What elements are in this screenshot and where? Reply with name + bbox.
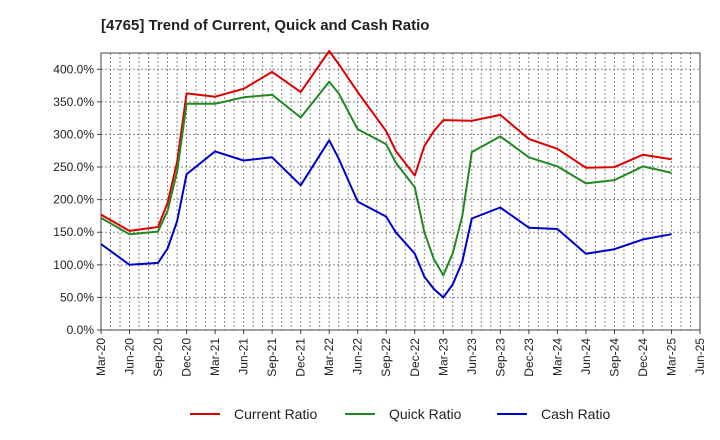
y-tick-label: 200.0% <box>53 193 94 207</box>
y-tick-label: 250.0% <box>53 160 94 174</box>
x-tick-label: Jun-20 <box>123 338 137 375</box>
x-tick-label: Dec-20 <box>180 338 194 377</box>
y-tick-label: 100.0% <box>53 258 94 272</box>
x-tick-label: Jun-22 <box>351 338 365 375</box>
x-tick-label: Jun-25 <box>693 338 707 375</box>
legend: Current Ratio Quick Ratio Cash Ratio <box>190 406 610 422</box>
x-tick-label: Sep-24 <box>607 338 621 377</box>
y-tick-label: 50.0% <box>60 290 94 304</box>
y-tick-label: 0.0% <box>67 323 95 337</box>
legend-label-quick-ratio: Quick Ratio <box>389 406 462 422</box>
x-tick-label: Sep-22 <box>379 338 393 377</box>
plot-frame <box>100 52 701 331</box>
x-tick-label: Mar-20 <box>94 338 108 376</box>
x-tick-label: Jun-21 <box>237 338 251 375</box>
x-tick-label: Jun-23 <box>465 338 479 375</box>
x-tick-label: Mar-24 <box>550 338 564 376</box>
series-line-quick-ratio <box>100 80 672 277</box>
chart-title: [4765] Trend of Current, Quick and Cash … <box>101 17 429 34</box>
x-axis: Mar-20 Jun-20 Sep-20 Dec-20 Mar-21 Jun-21 Sep-… <box>94 330 707 377</box>
legend-label-current-ratio: Current Ratio <box>234 406 317 422</box>
x-tick-label: Dec-22 <box>408 338 422 377</box>
x-tick-label: Mar-22 <box>322 338 336 376</box>
series-line-current-ratio <box>100 50 672 232</box>
series-lines <box>100 50 672 299</box>
legend-label-cash-ratio: Cash Ratio <box>541 406 610 422</box>
x-tick-label: Sep-20 <box>151 338 165 377</box>
x-tick-label: Sep-21 <box>265 338 279 377</box>
x-tick-label: Dec-24 <box>636 338 650 377</box>
x-tick-label: Mar-21 <box>208 338 222 376</box>
y-tick-label: 350.0% <box>53 95 94 109</box>
y-tick-label: 150.0% <box>53 225 94 239</box>
x-tick-label: Mar-23 <box>436 338 450 376</box>
x-tick-label: Dec-23 <box>522 338 536 377</box>
y-tick-label: 300.0% <box>53 127 94 141</box>
x-tick-label: Mar-25 <box>664 338 678 376</box>
y-tick-label: 400.0% <box>53 62 94 76</box>
x-tick-label: Dec-21 <box>294 338 308 377</box>
series-line-cash-ratio <box>100 139 672 299</box>
x-tick-label: Sep-23 <box>493 338 507 377</box>
x-tick-label: Jun-24 <box>579 338 593 375</box>
y-axis: 0.0% 50.0% 100.0% 150.0% 200.0% 250.0% 300.0% 3… <box>53 62 101 337</box>
